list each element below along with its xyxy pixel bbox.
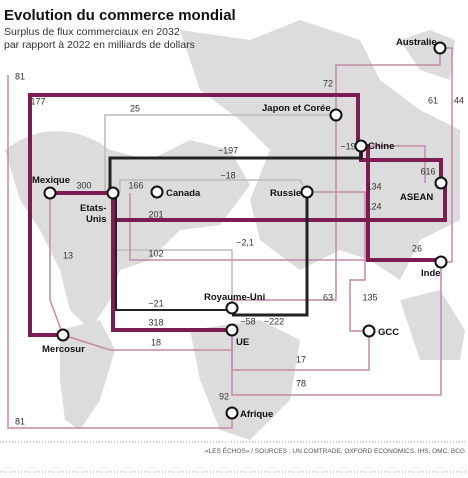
flow-labels: 81 177 25 72 61 44 −197 −19 616 300 166 −18 134 124 20… bbox=[15, 71, 464, 426]
flow-value: 318 bbox=[148, 317, 163, 327]
node-label: Canada bbox=[166, 188, 201, 199]
flow-value: 72 bbox=[323, 78, 333, 88]
flow-value: −18 bbox=[220, 170, 235, 180]
node-label: Etats- bbox=[80, 203, 106, 214]
flow-value: 18 bbox=[151, 337, 161, 347]
flow-value: 201 bbox=[148, 209, 163, 219]
node-label: Mexique bbox=[32, 175, 70, 186]
flow-value: 124 bbox=[366, 201, 381, 211]
source: «LES ÉCHOS» / SOURCES : UN COMTRADE, OXF… bbox=[205, 446, 465, 455]
flow-value: 177 bbox=[30, 96, 45, 106]
node-label: Mercosur bbox=[42, 344, 85, 355]
node-label: Royaume-Uni bbox=[204, 292, 265, 303]
title: Evolution du commerce mondial bbox=[4, 7, 236, 24]
flow-value: 63 bbox=[323, 292, 333, 302]
nodes bbox=[43, 41, 448, 420]
flow-value: 25 bbox=[130, 103, 140, 113]
flow-value: 102 bbox=[148, 248, 163, 258]
flow-value: −19 bbox=[340, 141, 355, 151]
flow-value: −58 bbox=[240, 316, 255, 326]
land bbox=[5, 20, 465, 440]
node-label: Unis bbox=[86, 214, 107, 225]
flow-value: −197 bbox=[218, 145, 238, 155]
node-label: Chine bbox=[368, 141, 394, 152]
node-labels: Mexique Etats- Unis Canada Japon et Coré… bbox=[32, 37, 441, 420]
node-label: Afrique bbox=[240, 409, 273, 420]
flow-value: −21 bbox=[148, 298, 163, 308]
flow-value: 81 bbox=[15, 71, 25, 81]
node-label: ASEAN bbox=[400, 192, 433, 203]
subtitle: Surplus de flux commerciaux en 2032 bbox=[4, 26, 180, 38]
flow-value: −2,1 bbox=[236, 237, 254, 247]
flow-value: 13 bbox=[63, 250, 73, 260]
flow-value: −222 bbox=[264, 316, 284, 326]
subtitle: par rapport à 2022 en milliards de dolla… bbox=[4, 39, 195, 51]
flow-value: 92 bbox=[219, 391, 229, 401]
flow-value: 134 bbox=[366, 181, 381, 191]
flow-value: 166 bbox=[128, 180, 143, 190]
node-label: Russie bbox=[270, 188, 301, 199]
flow-value: 300 bbox=[76, 180, 91, 190]
flow-value: 78 bbox=[296, 378, 306, 388]
flow-value: 616 bbox=[420, 166, 435, 176]
node-label: Inde bbox=[421, 268, 441, 279]
flow-value: 44 bbox=[454, 95, 464, 105]
node-label: Australie bbox=[396, 37, 437, 48]
node-label: Japon et Corée bbox=[262, 103, 331, 114]
node-label: UE bbox=[236, 337, 249, 348]
node-label: GCC bbox=[378, 327, 399, 338]
flow-value: 61 bbox=[428, 95, 438, 105]
flow-value: 26 bbox=[412, 243, 422, 253]
flow-value: 17 bbox=[296, 354, 306, 364]
flow-value: 81 bbox=[15, 416, 25, 426]
flow-value: 135 bbox=[362, 292, 377, 302]
